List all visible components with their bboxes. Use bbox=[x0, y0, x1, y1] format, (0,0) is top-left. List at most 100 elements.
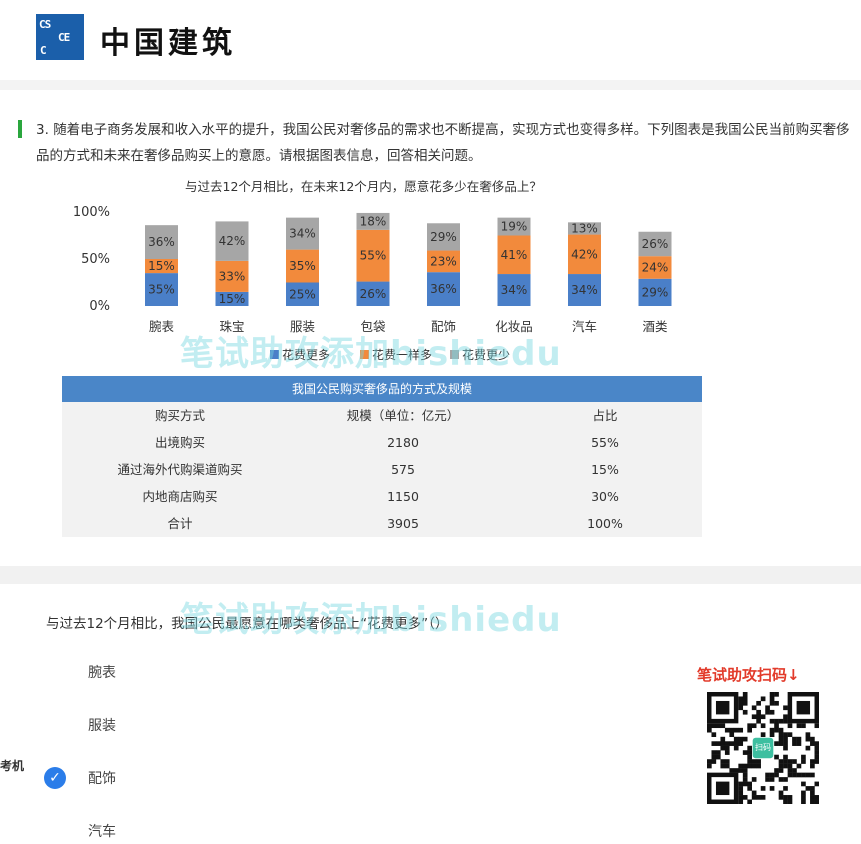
table-cell: 1150 bbox=[387, 489, 419, 504]
company-name: 中国建筑 bbox=[100, 26, 236, 61]
qr-module bbox=[814, 754, 819, 760]
qr-module bbox=[783, 745, 788, 751]
table-row: 合计 3905 100% bbox=[62, 510, 702, 537]
qr-module bbox=[724, 750, 730, 755]
qr-module bbox=[724, 759, 730, 764]
option-car[interactable]: 汽车 bbox=[88, 824, 116, 840]
qr-module bbox=[783, 718, 788, 724]
data-label: 34% bbox=[289, 227, 316, 241]
qr-module bbox=[742, 768, 748, 773]
qr-module bbox=[801, 723, 806, 729]
qr-module bbox=[814, 759, 819, 764]
qr-module bbox=[729, 732, 735, 737]
bar-segment bbox=[286, 217, 319, 250]
table-cell: 15% bbox=[591, 462, 619, 477]
qr-module bbox=[769, 692, 775, 697]
qr-module bbox=[787, 723, 793, 729]
qr-module bbox=[792, 759, 797, 764]
qr-module bbox=[814, 781, 819, 787]
qr-module bbox=[765, 772, 770, 778]
bar-segment bbox=[638, 278, 672, 306]
table-row: 通过海外代购渠道购买 575 15% bbox=[62, 456, 702, 483]
qr-module bbox=[756, 759, 761, 764]
table-title: 我国公民购买奢侈品的方式及规模 bbox=[62, 376, 702, 402]
qr-module bbox=[724, 741, 730, 746]
qr-module bbox=[738, 763, 744, 769]
qr-module bbox=[801, 754, 806, 760]
qr-module bbox=[747, 745, 752, 751]
qr-module bbox=[711, 754, 717, 760]
qr-module bbox=[805, 736, 811, 742]
qr-module bbox=[715, 750, 721, 755]
x-tick-label: 包袋 bbox=[360, 319, 386, 334]
qr-module bbox=[742, 763, 748, 769]
qr-module bbox=[742, 781, 748, 787]
data-label: 42% bbox=[571, 247, 598, 261]
qr-module bbox=[751, 795, 757, 800]
qr-module bbox=[769, 727, 775, 733]
qr-module bbox=[774, 772, 779, 778]
qr-module bbox=[733, 736, 739, 742]
data-label: 24% bbox=[642, 260, 669, 274]
qr-module bbox=[769, 732, 775, 737]
qr-module bbox=[814, 723, 819, 729]
qr-module bbox=[814, 741, 819, 746]
bar-segment bbox=[356, 281, 390, 306]
qr-module bbox=[756, 795, 761, 800]
qr-module bbox=[769, 709, 775, 715]
qr-module bbox=[787, 768, 793, 773]
option-clothing[interactable]: 服装 bbox=[88, 718, 116, 734]
qr-module bbox=[711, 732, 717, 737]
qr-module bbox=[738, 705, 744, 711]
bar-segment bbox=[497, 217, 531, 236]
qr-code-icon[interactable]: 扫码 bbox=[707, 692, 819, 804]
bar-segment bbox=[145, 225, 178, 259]
question-body: 随着电子商务发展和收入水平的提升，我国公民对奢侈品的需求也不断提高，实现方式也变… bbox=[36, 122, 850, 164]
data-label: 19% bbox=[501, 220, 528, 234]
qr-module bbox=[742, 750, 748, 755]
stacked-bar-chart: 100% 50% 0% 35% 15% 36% 腕表 15% 33% 42% 珠宝 25% 35% 34%… bbox=[73, 205, 672, 362]
data-label: 29% bbox=[642, 285, 669, 299]
qr-module bbox=[778, 790, 784, 796]
qr-module bbox=[765, 777, 770, 782]
selected-check-icon[interactable]: ✓ bbox=[44, 767, 66, 789]
qr-module bbox=[778, 763, 784, 769]
data-label: 35% bbox=[289, 259, 316, 273]
qr-module bbox=[711, 723, 717, 729]
qr-module bbox=[720, 723, 726, 729]
qr-module bbox=[738, 696, 744, 702]
qr-module bbox=[805, 732, 811, 737]
qr-module bbox=[796, 772, 802, 778]
bar-segment bbox=[286, 282, 319, 306]
data-label: 55% bbox=[360, 249, 387, 263]
option-accessories[interactable]: 配饰 bbox=[88, 771, 116, 787]
table-cell: 55% bbox=[591, 435, 619, 450]
data-label: 26% bbox=[360, 287, 387, 301]
qr-module bbox=[814, 750, 819, 755]
qr-module bbox=[733, 741, 739, 746]
qr-module bbox=[774, 741, 779, 746]
qr-module bbox=[738, 799, 744, 804]
qr-module bbox=[707, 723, 712, 729]
x-tick-label: 化妆品 bbox=[495, 319, 533, 334]
data-label: 34% bbox=[571, 283, 598, 297]
qr-module bbox=[774, 723, 779, 729]
bar-segment bbox=[638, 231, 672, 257]
qr-module bbox=[729, 741, 735, 746]
table-cell: 内地商店购买 bbox=[142, 489, 218, 504]
qr-module bbox=[778, 741, 784, 746]
qr-module bbox=[707, 763, 712, 769]
qr-module bbox=[787, 795, 793, 800]
qr-module bbox=[751, 790, 757, 796]
option-wristwatch[interactable]: 腕表 bbox=[88, 665, 116, 681]
table-cell: 30% bbox=[591, 489, 619, 504]
bar-segment bbox=[356, 212, 390, 230]
data-label: 23% bbox=[430, 254, 457, 268]
qr-module bbox=[729, 768, 735, 773]
question-marker bbox=[18, 120, 22, 138]
qr-module bbox=[787, 772, 793, 778]
qr-module bbox=[742, 772, 748, 778]
qr-module bbox=[787, 759, 793, 764]
qr-module bbox=[756, 709, 761, 715]
qr-module bbox=[715, 723, 721, 729]
